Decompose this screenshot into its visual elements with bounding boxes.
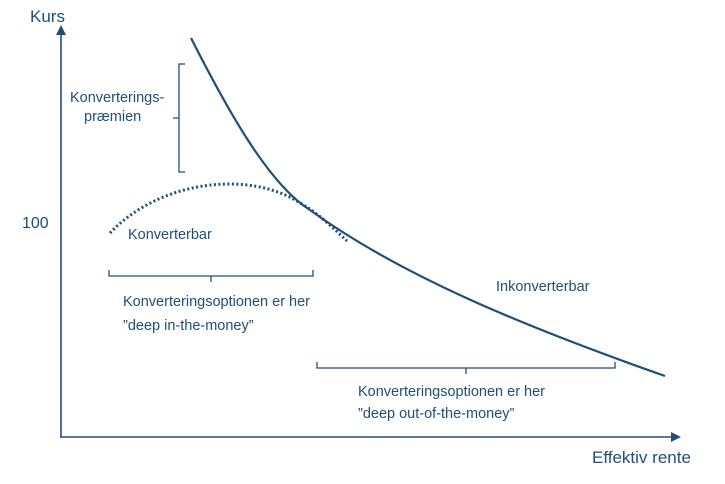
itm-label-line2: ”deep in-the-money”: [123, 318, 254, 334]
x-axis-label: Effektiv rente: [592, 448, 691, 467]
convertible-label: Konverterbar: [128, 227, 212, 243]
inconvertible-curve: [190, 37, 666, 378]
y-tick-100: 100: [22, 215, 49, 232]
y-axis-label: Kurs: [30, 7, 65, 26]
itm-bracket: [108, 270, 314, 282]
otm-bracket: [316, 362, 616, 374]
premium-label-line2: præmien: [84, 109, 141, 125]
otm-label-line1: Konverteringsoptionen er her: [358, 384, 545, 400]
itm-label-line1: Konverteringsoptionen er her: [123, 294, 310, 310]
premium-bracket: [173, 63, 185, 173]
convertible-curve: [108, 182, 349, 243]
otm-label-line2: ”deep out-of-the-money”: [358, 406, 515, 422]
inconvertible-label: Inkonverterbar: [496, 279, 590, 295]
premium-label-line1: Konverterings-: [70, 90, 164, 106]
